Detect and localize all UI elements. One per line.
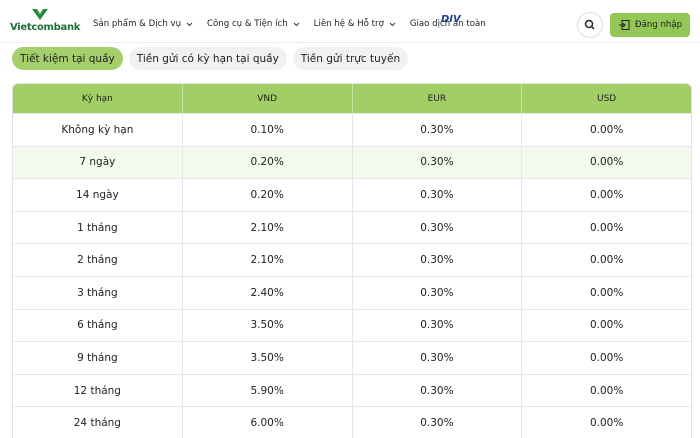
chevron (186, 22, 193, 26)
column-header: USD (521, 84, 691, 113)
nav: Sản phẩm & Dịch vụ Công cụ & Tiện ích Liên… (93, 19, 486, 29)
table-cell: 6 tháng (77, 319, 118, 332)
table-cell: 2.10% (181, 211, 352, 244)
table-cell: 12 tháng (73, 384, 121, 397)
table-cell: 2.10% (181, 244, 352, 276)
table-row: 1 tháng 2.10% 0.30% 0.00% (13, 210, 691, 244)
nav-item[interactable]: Công cụ & Tiện ích (207, 19, 300, 29)
chevron (389, 22, 396, 26)
table-cell: 1 tháng (77, 221, 118, 234)
column-header: Kỳ hạn (81, 93, 113, 104)
table-cell: 0.30% (351, 276, 522, 309)
logo[interactable]: Vietcombank (10, 9, 80, 34)
table-cell: 0.30% (351, 309, 522, 342)
table-cell: 0.30% (351, 146, 522, 179)
table-cell: 0.20% (181, 146, 352, 179)
table-cell: 0.00% (521, 179, 691, 211)
nav-item[interactable]: Liên hệ & Hỗ trợ (314, 19, 396, 29)
rate-table: Kỳ hạn VND EUR USD Không kỳ hạn 0.10% 0.30% 0.0… (12, 83, 692, 438)
top-bar: Vietcombank Sản phẩm & Dịch vụ Công cụ & … (0, 0, 700, 43)
table-row: 9 tháng 3.50% 0.30% 0.00% (13, 341, 691, 374)
table-cell: 0.30% (351, 342, 522, 374)
table-cell: 14 ngày (76, 188, 119, 201)
nav-item[interactable]: Giao dịch an toàn (410, 19, 486, 29)
login-icon (618, 20, 630, 30)
nav-item[interactable]: Sản phẩm & Dịch vụ (93, 19, 193, 29)
login-button[interactable]: Đăng nhập (610, 13, 690, 37)
table-row: 3 tháng 2.40% 0.30% 0.00% (13, 275, 691, 309)
table-row: 6 tháng 3.50% 0.30% 0.00% (13, 308, 691, 342)
badge[interactable]: DIV (441, 14, 461, 25)
table-row: 12 tháng 5.90% 0.30% 0.00% (13, 373, 691, 407)
table-row: 14 ngày 0.20% 0.30% 0.00% (13, 178, 691, 211)
search-button[interactable] (577, 12, 603, 38)
table-row: 7 ngày 0.20% 0.30% 0.00% (13, 145, 691, 179)
table-cell: 0.30% (351, 114, 522, 146)
table-cell: 3.50% (181, 309, 352, 342)
table-cell: 6.00% (181, 407, 352, 438)
chevron (293, 22, 300, 26)
table-cell: 0.00% (521, 276, 691, 309)
column-header: VND (181, 84, 352, 113)
nav-label: Giao dịch an toàn (409, 19, 486, 29)
table-cell: 0.10% (181, 114, 352, 146)
table-cell: 0.00% (521, 407, 691, 438)
table-row: 24 tháng 6.00% 0.30% 0.00% (13, 406, 691, 438)
table-cell: 0.00% (521, 309, 691, 342)
table-row: 2 tháng 2.10% 0.30% 0.00% (13, 243, 691, 276)
table-cell: 9 tháng (77, 351, 118, 364)
table-cell: Không kỳ hạn (61, 123, 134, 136)
nav-label: Liên hệ & Hỗ trợ (313, 19, 384, 29)
search-icon (584, 19, 595, 30)
table-cell: 0.00% (521, 211, 691, 244)
table-cell: 7 ngày (79, 156, 116, 169)
table-cell: 0.30% (351, 179, 522, 211)
tab[interactable]: Tiết kiệm tại quầy (12, 47, 123, 70)
tab[interactable]: Tiền gửi trực tuyến (292, 47, 409, 70)
table-cell: 0.20% (181, 179, 352, 211)
login-label: Đăng nhập (634, 20, 683, 30)
table-cell: 3 tháng (77, 286, 118, 299)
table-cell: 0.00% (521, 374, 691, 407)
table-row: Không kỳ hạn 0.10% 0.30% 0.00% (13, 113, 691, 146)
tabs: Tiết kiệm tại quầy Tiền gửi có kỳ hạn tại… (12, 47, 409, 70)
table-cell: 0.30% (351, 374, 522, 407)
table-cell: 2.40% (181, 276, 352, 309)
tab[interactable]: Tiền gửi có kỳ hạn tại quầy (128, 47, 287, 70)
table-cell: 0.30% (351, 211, 522, 244)
table-cell: 0.30% (351, 407, 522, 438)
table-cell: 0.00% (521, 342, 691, 374)
table-cell: 24 tháng (73, 417, 121, 430)
table-cell: 2 tháng (77, 254, 118, 267)
table-cell: 0.00% (521, 146, 691, 179)
column-header: EUR (351, 84, 522, 113)
table-header: Kỳ hạn VND EUR USD (13, 84, 691, 113)
nav-label: Sản phẩm & Dịch vụ (93, 19, 182, 29)
table-cell: 0.00% (521, 114, 691, 146)
table-cell: 3.50% (181, 342, 352, 374)
table-cell: 5.90% (181, 374, 352, 407)
logo-text: Vietcombank (10, 22, 81, 33)
logo-icon (32, 9, 48, 20)
table-cell: 0.00% (521, 244, 691, 276)
table-cell: 0.30% (351, 244, 522, 276)
nav-label: Công cụ & Tiện ích (207, 19, 288, 29)
